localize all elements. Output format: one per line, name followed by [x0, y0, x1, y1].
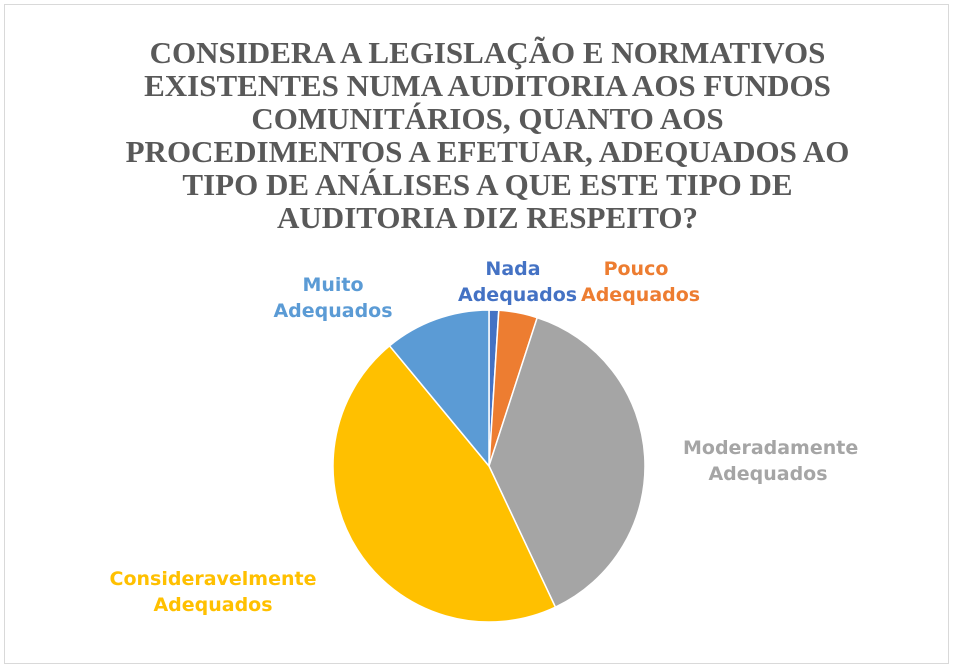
- chart-title: CONSIDERA A LEGISLAÇÃO E NORMATIVOS EXIS…: [125, 35, 850, 235]
- slice-label: Nada Adequados: [458, 258, 578, 306]
- chart-frame: [4, 4, 949, 664]
- slice-label: Muito Adequados: [273, 274, 393, 322]
- pie-slice: [332, 344, 557, 623]
- pie-slice: [488, 316, 646, 609]
- slice-label: Moderadamente Adequados: [683, 437, 859, 485]
- slice-label: Consideravelmente Adequados: [109, 568, 317, 616]
- pie-slice: [388, 309, 490, 469]
- slice-label: Pouco Adequados: [581, 258, 701, 306]
